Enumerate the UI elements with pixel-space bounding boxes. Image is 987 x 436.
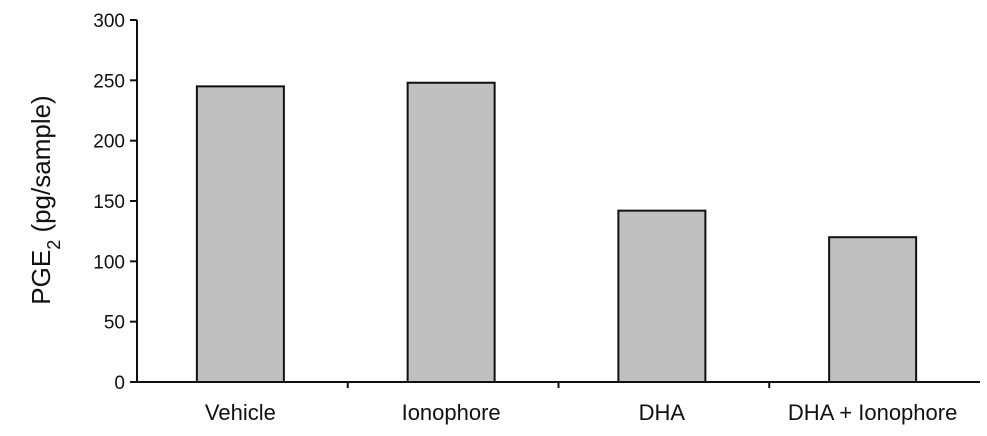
y-axis-title-subscript: 2	[44, 240, 64, 250]
bars	[195, 81, 918, 383]
x-axis-labels: Vehicle Ionophore DHA DHA + Ionophore	[205, 382, 957, 425]
bar-vehicle	[195, 85, 285, 383]
y-axis-ticks: 0 50 100 150 200 250 300	[93, 11, 137, 394]
x-category-label: Vehicle	[205, 400, 276, 425]
y-tick-label: 100	[93, 252, 125, 273]
y-axis-title-main: PGE	[26, 250, 56, 305]
y-axis-title: PGE2 (pg/sample)	[26, 95, 64, 304]
x-category-label: DHA	[639, 400, 686, 425]
x-category-label: Ionophore	[402, 400, 501, 425]
bar-dha	[617, 209, 707, 383]
y-axis-title-unit: (pg/sample)	[26, 95, 56, 240]
y-tick-label: 300	[93, 11, 125, 32]
y-tick-label: 0	[114, 373, 125, 394]
y-axis-title-text: PGE2 (pg/sample)	[26, 95, 64, 304]
y-tick-label: 200	[93, 132, 125, 153]
y-tick-label: 250	[93, 71, 125, 92]
y-tick-label: 150	[93, 192, 125, 213]
y-tick-label: 50	[104, 313, 125, 334]
bar-dha-ionophore	[828, 236, 918, 383]
bar-ionophore	[406, 81, 496, 383]
x-category-label: DHA + Ionophore	[788, 400, 957, 425]
